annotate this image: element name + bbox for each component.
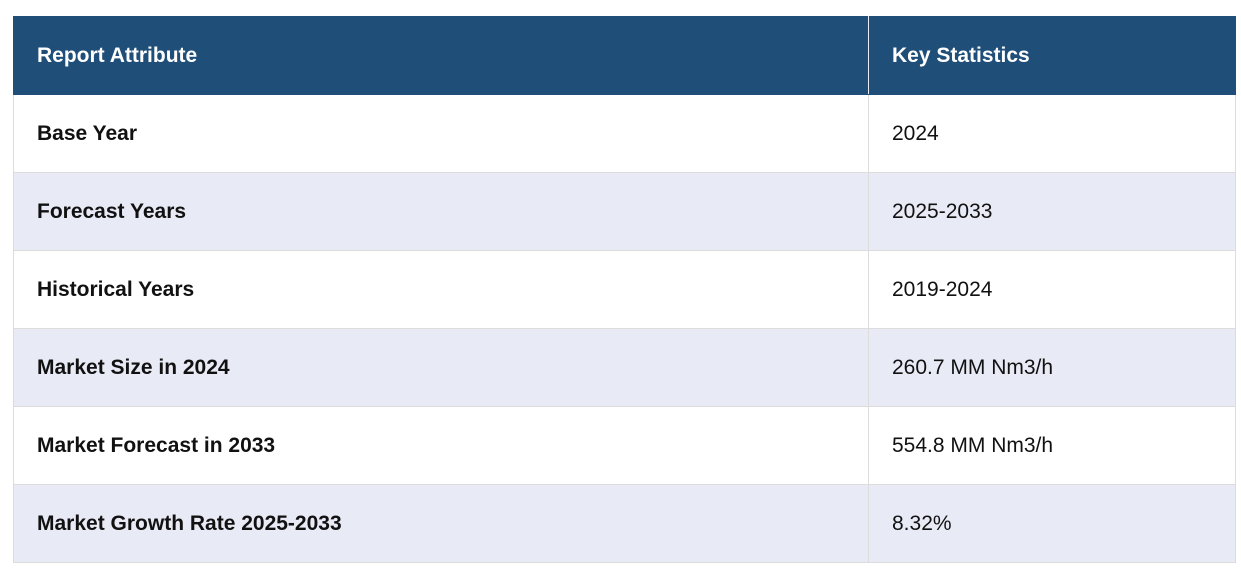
- row-value: 2025-2033: [868, 172, 1236, 251]
- table-body: Base Year 2024 Forecast Years 2025-2033 …: [13, 94, 1236, 563]
- table-row: Historical Years 2019-2024: [13, 250, 1236, 329]
- table-row: Base Year 2024: [13, 94, 1236, 173]
- report-table: Report Attribute Key Statistics Base Yea…: [13, 16, 1236, 563]
- row-value: 8.32%: [868, 484, 1236, 563]
- table-row: Forecast Years 2025-2033: [13, 172, 1236, 251]
- table-header: Report Attribute Key Statistics: [13, 16, 1236, 95]
- row-value: 2024: [868, 94, 1236, 173]
- row-value: 260.7 MM Nm3/h: [868, 328, 1236, 407]
- row-value: 2019-2024: [868, 250, 1236, 329]
- row-attribute: Market Growth Rate 2025-2033: [13, 484, 869, 563]
- table-row: Market Growth Rate 2025-2033 8.32%: [13, 484, 1236, 563]
- table-row: Market Size in 2024 260.7 MM Nm3/h: [13, 328, 1236, 407]
- row-attribute: Market Size in 2024: [13, 328, 869, 407]
- row-attribute: Historical Years: [13, 250, 869, 329]
- header-key-statistics: Key Statistics: [868, 16, 1236, 95]
- header-report-attribute: Report Attribute: [13, 16, 869, 95]
- row-attribute: Base Year: [13, 94, 869, 173]
- row-attribute: Market Forecast in 2033: [13, 406, 869, 485]
- row-attribute: Forecast Years: [13, 172, 869, 251]
- header-row: Report Attribute Key Statistics: [13, 16, 1236, 95]
- row-value: 554.8 MM Nm3/h: [868, 406, 1236, 485]
- table-row: Market Forecast in 2033 554.8 MM Nm3/h: [13, 406, 1236, 485]
